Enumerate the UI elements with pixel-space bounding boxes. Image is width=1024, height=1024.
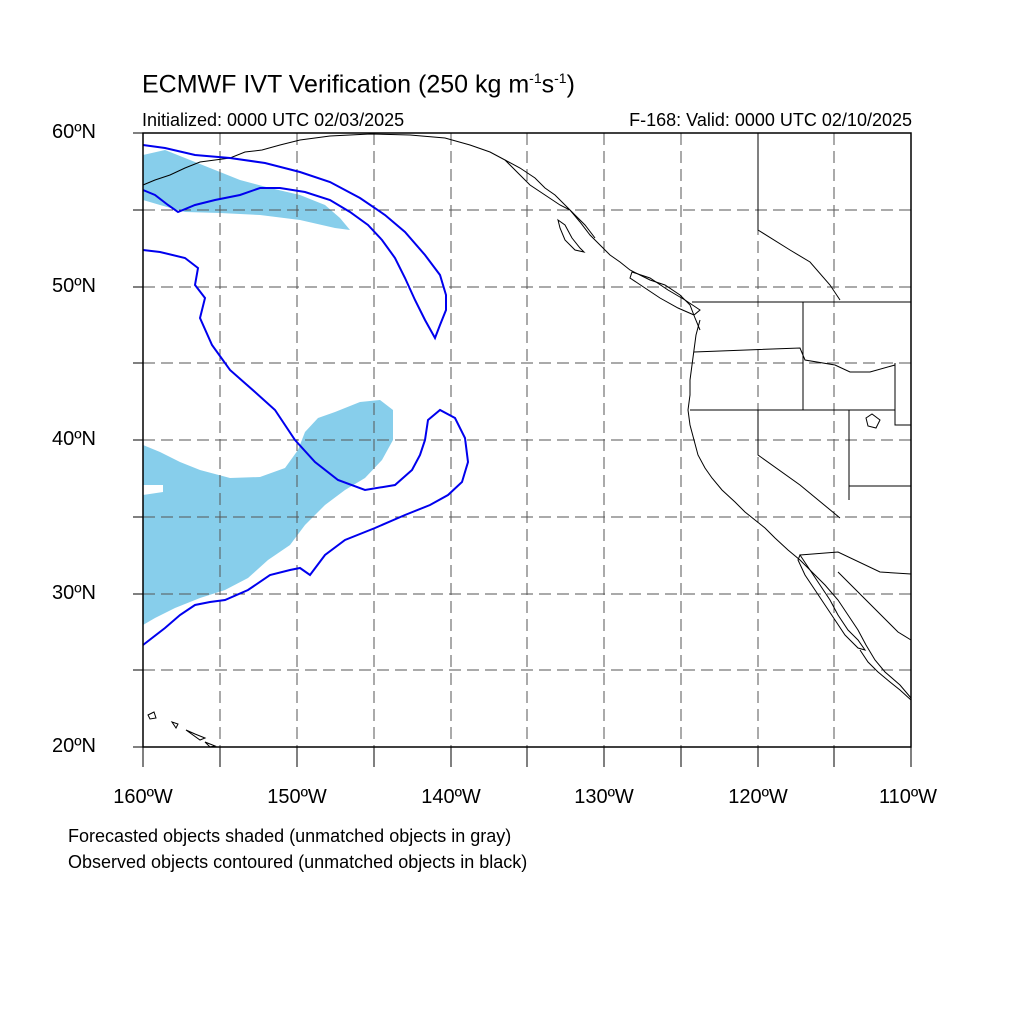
lat-label-30n: 30ºN — [52, 582, 96, 604]
lat-lon-grid — [143, 133, 911, 747]
baja-peninsula — [797, 553, 867, 651]
valid-time: F-168: Valid: 0000 UTC 02/10/2025 — [629, 110, 912, 130]
alaska-gulf-coast — [142, 133, 596, 239]
lon-label-110w: 110ºW — [878, 786, 938, 808]
observed-contour-north — [142, 144, 447, 341]
observed-objects — [142, 144, 470, 646]
lat-label-50n: 50ºN — [52, 275, 96, 297]
washington-oregon-border — [693, 347, 896, 373]
lon-label-130w: 130ºW — [574, 786, 634, 808]
initialized-time: Initialized: 0000 UTC 02/03/2025 — [142, 110, 405, 130]
lon-label-150w: 150ºW — [267, 786, 327, 808]
canada-interior-border — [757, 133, 841, 301]
lat-label-20n: 20ºN — [52, 735, 96, 757]
mainland-mexico-coast — [859, 649, 912, 701]
axis-ticks — [133, 132, 912, 767]
lon-label-120w: 120ºW — [728, 786, 788, 808]
nevada-border — [757, 410, 841, 519]
map-title: ECMWF IVT Verification (250 kg m-1s-1) — [142, 70, 575, 99]
haida-gwaii — [557, 218, 586, 253]
alaska-panhandle — [504, 159, 701, 331]
lat-label-60n: 60ºN — [52, 121, 96, 143]
montana-border — [894, 363, 911, 426]
lat-label-40n: 40ºN — [52, 428, 96, 450]
legend-observed: Observed objects contoured (unmatched ob… — [68, 852, 528, 872]
great-salt-lake — [865, 413, 881, 429]
us-mexico-border — [799, 551, 912, 575]
vancouver-island — [629, 271, 701, 316]
observed-contour-south — [142, 249, 470, 646]
forecast-object-north — [143, 150, 350, 230]
legend-forecast: Forecasted objects shaded (unmatched obj… — [68, 826, 512, 846]
us-west-coast — [687, 319, 912, 699]
gulf-of-california-coast — [837, 571, 912, 641]
forecast-objects — [143, 150, 393, 625]
coastlines — [142, 133, 912, 748]
lon-label-160w: 160ºW — [113, 786, 173, 808]
hawaii-islands — [147, 711, 217, 748]
forecast-object-south — [143, 400, 393, 625]
lon-label-140w: 140ºW — [421, 786, 481, 808]
